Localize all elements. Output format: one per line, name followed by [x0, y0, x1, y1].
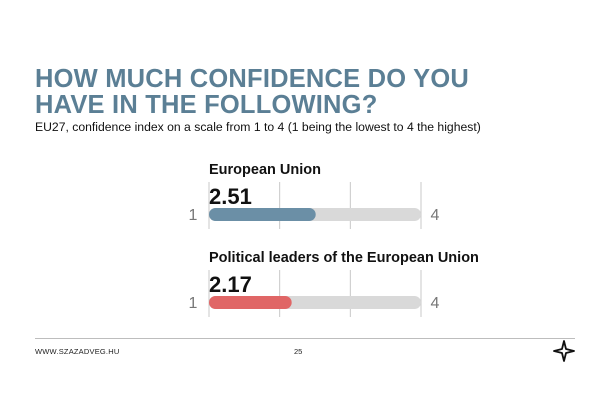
value-bar	[209, 208, 316, 221]
slide-title-line-2: HAVE IN THE FOLLOWING?	[35, 91, 378, 119]
value-label: 2.51	[209, 184, 252, 209]
footer-url: WWW.SZAZADVEG.HU	[35, 347, 120, 356]
star-logo-icon	[553, 340, 575, 362]
scale-max-label: 4	[431, 207, 440, 224]
category-label: European Union	[209, 162, 321, 178]
top-strip	[0, 0, 600, 57]
slide-title: HOW MUCH CONFIDENCE DO YOU HAVE IN THE F…	[35, 66, 575, 118]
footer-divider	[35, 338, 575, 339]
scale-min-label: 1	[189, 295, 198, 312]
scale-min-label: 1	[189, 207, 198, 224]
slide-subtitle: EU27, confidence index on a scale from 1…	[35, 120, 481, 134]
value-label: 2.17	[209, 272, 252, 297]
scale-max-label: 4	[431, 295, 440, 312]
slide-title-line-1: HOW MUCH CONFIDENCE DO YOU	[35, 65, 469, 93]
page-number: 25	[294, 347, 303, 356]
value-bar	[209, 296, 292, 309]
category-label: Political leaders of the European Union	[209, 250, 479, 266]
